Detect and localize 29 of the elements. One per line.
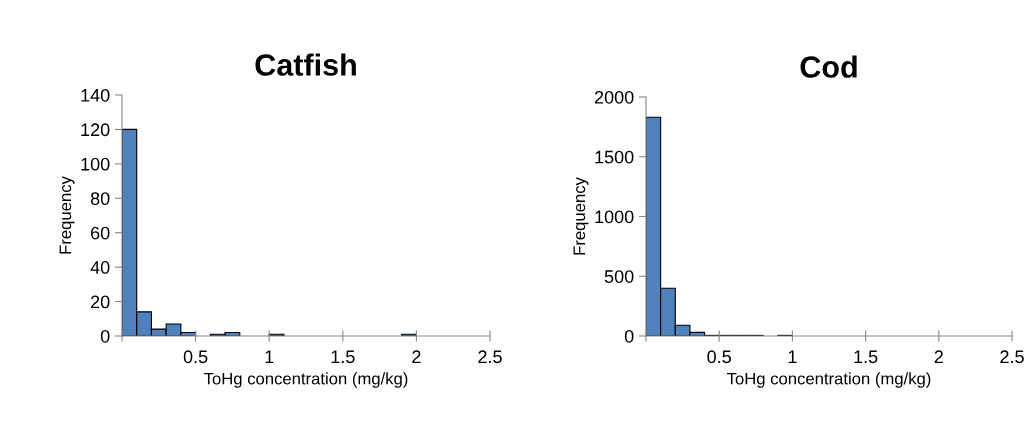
y-tick-label: 2000 bbox=[594, 90, 634, 104]
x-axis-title: ToHg concentration (mg/kg) bbox=[204, 372, 408, 388]
x-tick-label: 1 bbox=[265, 350, 274, 363]
x-tick-label: 2 bbox=[934, 350, 943, 363]
x-tick-label: 2 bbox=[412, 350, 421, 363]
x-tick-label: 2.5 bbox=[478, 350, 502, 364]
y-axis-title: Frequency bbox=[573, 177, 589, 255]
chart-title: Catfish bbox=[255, 53, 356, 76]
x-tick-label: 0.5 bbox=[707, 350, 731, 364]
y-tick-label: 60 bbox=[91, 226, 110, 240]
y-axis-title: Frequency bbox=[59, 176, 75, 254]
x-tick-label: 1 bbox=[788, 350, 797, 363]
y-tick-label: 1000 bbox=[595, 210, 634, 224]
x-tick-label: 1.5 bbox=[854, 350, 878, 364]
x-axis-title: ToHg concentration (mg/kg) bbox=[727, 372, 931, 388]
y-tick-label: 0 bbox=[100, 329, 110, 343]
y-tick-label: 140 bbox=[81, 88, 110, 102]
y-tick-label: 1500 bbox=[595, 150, 634, 164]
y-tick-label: 40 bbox=[90, 261, 110, 274]
y-tick-label: 120 bbox=[81, 123, 110, 137]
x-tick-label: 0.5 bbox=[183, 350, 208, 364]
y-tick-label: 100 bbox=[81, 157, 110, 171]
y-tick-label: 500 bbox=[604, 270, 634, 283]
y-tick-label: 0 bbox=[624, 329, 634, 343]
x-tick-label: 1.5 bbox=[331, 350, 355, 364]
y-tick-label: 80 bbox=[90, 192, 110, 206]
chart-title: Cod bbox=[800, 55, 857, 78]
x-tick-label: 2.5 bbox=[1000, 350, 1024, 364]
y-tick-label: 20 bbox=[91, 295, 110, 309]
